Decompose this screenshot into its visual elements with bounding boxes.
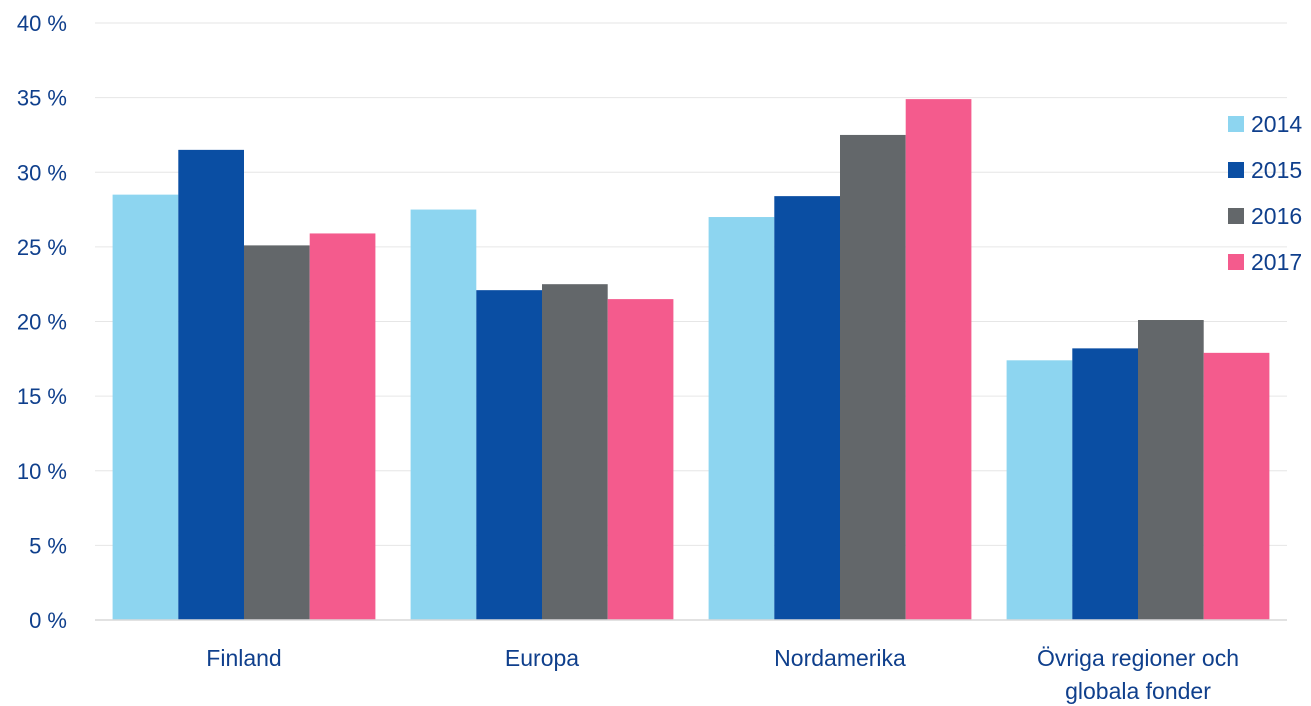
category-label-line: Nordamerika — [774, 645, 906, 671]
bar-2014-3 — [1006, 360, 1073, 620]
y-tick-label: 10 % — [17, 459, 67, 484]
category-label-line: Europa — [505, 645, 579, 671]
legend-item-2016[interactable]: 2016 — [1228, 203, 1302, 229]
category-labels: Finland Europa Nordamerika Övriga regioner … — [206, 645, 1239, 704]
legend-label: 2017 — [1251, 249, 1302, 275]
legend-item-2017[interactable]: 2017 — [1228, 249, 1302, 275]
y-tick-label: 40 % — [17, 11, 67, 36]
y-tick-label: 25 % — [17, 235, 67, 260]
bar-2014-1 — [410, 209, 477, 620]
bar-2015-3 — [1072, 348, 1138, 620]
legend-item-2015[interactable]: 2015 — [1228, 157, 1302, 183]
legend-label: 2014 — [1251, 111, 1302, 137]
y-tick-label: 35 % — [17, 86, 67, 111]
bar-2016-3 — [1138, 320, 1204, 620]
legend-swatch — [1228, 208, 1244, 224]
bar-2016-1 — [542, 284, 608, 620]
bar-2016-0 — [244, 245, 310, 620]
bar-2017-1 — [607, 299, 674, 620]
bar-2014-0 — [112, 194, 179, 620]
bar-2017-0 — [309, 233, 376, 620]
bar-2015-2 — [774, 196, 840, 620]
category-label: Europa — [505, 645, 579, 671]
bar-2015-0 — [178, 149, 244, 621]
bar-2017-2 — [905, 99, 972, 621]
category-label-line: Finland — [206, 645, 281, 671]
y-tick-label: 5 % — [29, 533, 67, 558]
bar-2014-2 — [708, 217, 775, 620]
bar-2016-2 — [840, 134, 906, 620]
category-label-line: globala fonder — [1065, 678, 1211, 704]
y-tick-label: 30 % — [17, 160, 67, 185]
legend-swatch — [1228, 254, 1244, 270]
legend-swatch — [1228, 162, 1244, 178]
category-label-line: Övriga regioner och — [1037, 645, 1239, 671]
category-label: Finland — [206, 645, 281, 671]
bars — [112, 99, 1270, 621]
bar-2015-1 — [476, 290, 542, 620]
legend-label: 2016 — [1251, 203, 1302, 229]
bar-2017-3 — [1203, 352, 1270, 620]
y-tick-label: 20 % — [17, 310, 67, 335]
category-label: Övriga regioner och globala fonder — [1037, 645, 1239, 704]
y-tick-label: 15 % — [17, 384, 67, 409]
category-label: Nordamerika — [774, 645, 906, 671]
legend-swatch — [1228, 116, 1244, 132]
legend[interactable]: 2014 2015 2016 2017 — [1228, 111, 1302, 275]
y-tick-label: 0 % — [29, 608, 67, 633]
legend-label: 2015 — [1251, 157, 1302, 183]
legend-item-2014[interactable]: 2014 — [1228, 111, 1302, 137]
y-axis-tick-labels: 0 % 5 % 10 % 15 % 20 % 25 % 30 % 35 % 40 % — [17, 11, 67, 633]
